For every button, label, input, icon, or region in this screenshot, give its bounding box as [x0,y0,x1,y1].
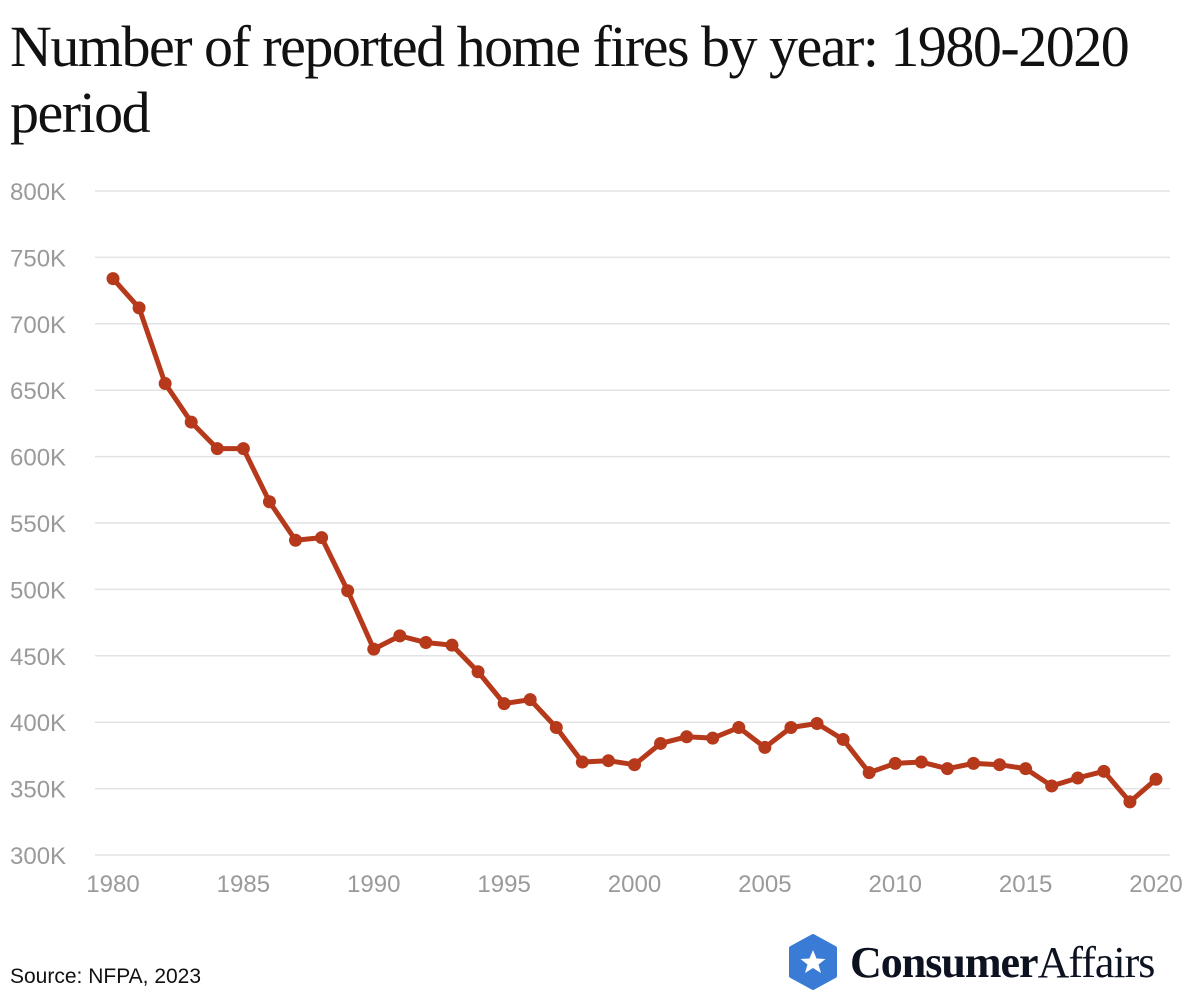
data-point [262,495,276,509]
y-tick-label: 550K [10,511,66,538]
data-point [784,721,798,735]
data-point [184,415,198,429]
y-tick-label: 450K [10,644,66,671]
data-point [993,758,1007,772]
x-tick-label: 1985 [217,871,270,898]
y-tick-label: 750K [10,245,66,272]
consumeraffairs-logo: ConsumerAffairs [788,934,1155,990]
data-point [523,693,537,707]
y-tick-label: 500K [10,577,66,604]
data-point [341,584,355,598]
x-tick-label: 2000 [608,871,661,898]
y-tick-label: 650K [10,378,66,405]
data-point [914,755,928,769]
y-tick-label: 400K [10,710,66,737]
data-point [706,731,720,745]
chart-title: Number of reported home fires by year: 1… [10,14,1130,145]
data-point [1019,762,1033,776]
data-point [862,766,876,780]
star-hexagon-icon [789,934,837,990]
series-line [111,276,1158,805]
data-point [393,629,407,643]
data-point [888,756,902,770]
data-point [732,721,746,735]
data-point [367,642,381,656]
data-point [601,754,615,768]
data-point [966,756,980,770]
x-tick-label: 1990 [347,871,400,898]
data-point [549,721,563,735]
y-tick-label: 800K [10,179,66,206]
y-tick-label: 600K [10,445,66,472]
y-tick-label: 350K [10,777,66,804]
data-point [471,665,485,679]
data-point [210,442,224,456]
logo-text: ConsumerAffairs [850,937,1155,987]
x-tick-label: 2015 [999,871,1052,898]
x-tick-label: 1980 [86,871,139,898]
data-point [1045,779,1059,793]
data-point [1097,764,1111,778]
x-tick-label: 2010 [869,871,922,898]
data-point [106,272,120,286]
data-point [315,531,329,545]
data-point [654,736,668,750]
data-point [680,730,694,744]
data-point [419,636,433,650]
data-point [758,740,772,754]
data-point [445,638,459,652]
data-point [289,533,303,547]
data-point [1149,772,1163,786]
data-point [836,732,850,746]
data-point [810,717,824,731]
data-point [575,755,589,769]
data-point [497,697,511,711]
x-tick-label: 2005 [738,871,791,898]
x-tick-label: 1995 [477,871,530,898]
x-tick-label: 2020 [1129,871,1182,898]
data-point [940,762,954,776]
data-point [1123,795,1137,809]
source-note: Source: NFPA, 2023 [10,965,202,988]
data-point [158,377,172,391]
data-point [132,301,146,315]
y-tick-label: 300K [10,843,66,870]
data-point [628,758,641,772]
y-tick-label: 700K [10,312,66,339]
data-point [1071,771,1085,785]
data-point [236,442,250,456]
